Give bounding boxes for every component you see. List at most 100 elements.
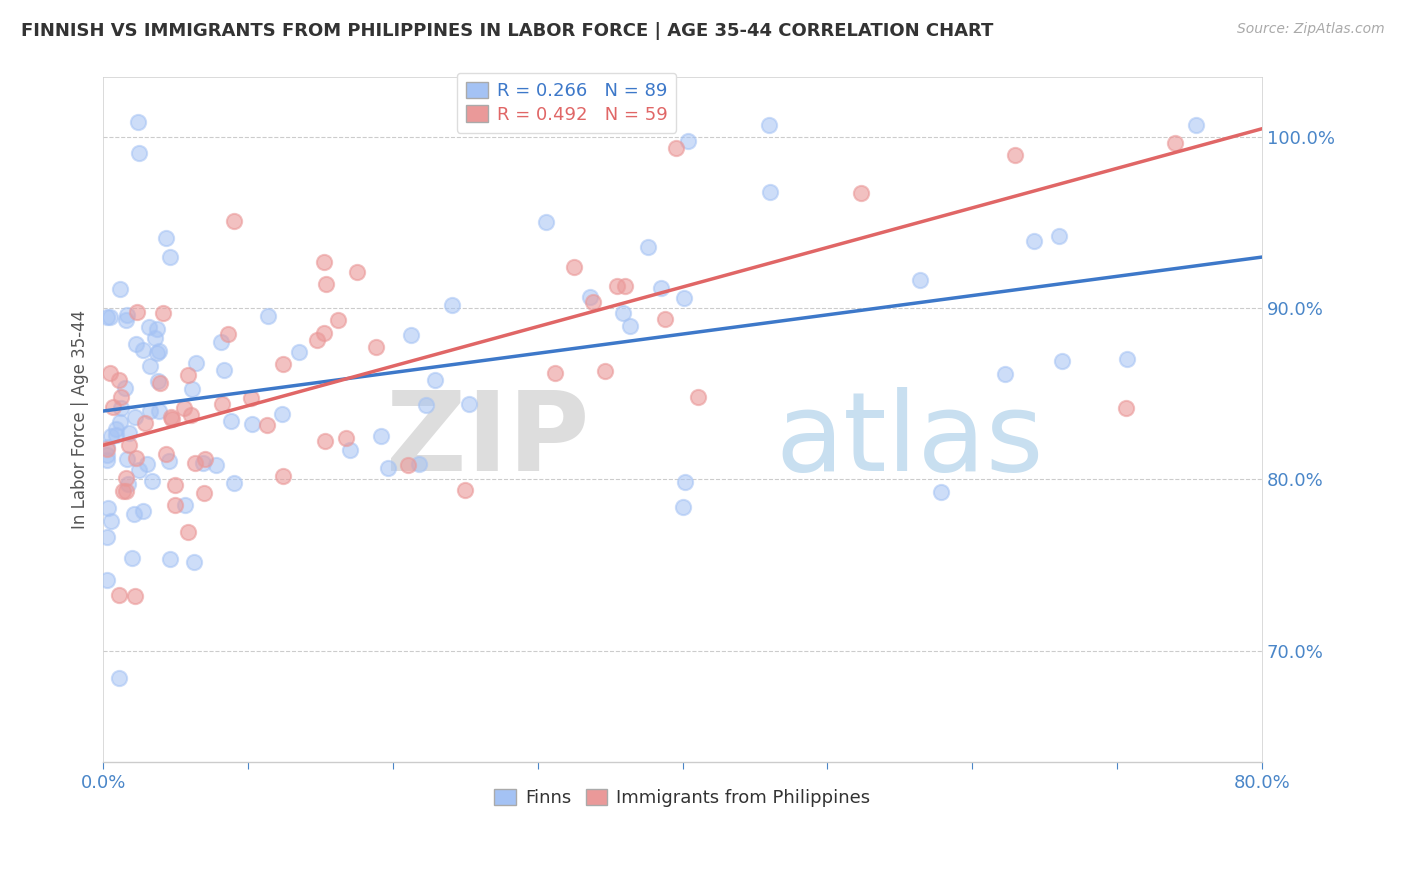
Point <box>582 294 605 309</box>
Point <box>534 215 557 229</box>
Point <box>637 240 659 254</box>
Point <box>163 498 186 512</box>
Point <box>146 374 169 388</box>
Point <box>1116 352 1139 367</box>
Point <box>124 507 146 521</box>
Point <box>115 452 138 467</box>
Point <box>103 400 125 414</box>
Point <box>180 382 202 396</box>
Point <box>454 483 477 497</box>
Point <box>676 134 699 148</box>
Point <box>339 442 361 457</box>
Point <box>256 310 278 324</box>
Point <box>105 427 128 442</box>
Point <box>1004 148 1026 162</box>
Point <box>415 398 437 412</box>
Point <box>177 368 200 382</box>
Point <box>240 417 263 432</box>
Point <box>146 322 169 336</box>
Point <box>240 391 263 405</box>
Point <box>193 486 215 500</box>
Point <box>139 359 162 374</box>
Point <box>271 469 294 483</box>
Point <box>128 463 150 477</box>
Point <box>146 346 169 360</box>
Point <box>212 363 235 377</box>
Point <box>271 357 294 371</box>
Point <box>112 483 135 498</box>
Point <box>127 304 149 318</box>
Point <box>579 290 602 304</box>
Point <box>100 428 122 442</box>
Point <box>849 186 872 201</box>
Point <box>256 418 278 433</box>
Point <box>96 442 118 456</box>
Point <box>993 367 1015 381</box>
Point <box>423 373 446 387</box>
Point <box>115 484 138 499</box>
Point <box>128 146 150 161</box>
Point <box>180 408 202 422</box>
Text: Source: ZipAtlas.com: Source: ZipAtlas.com <box>1237 22 1385 37</box>
Point <box>159 250 181 264</box>
Point <box>1050 354 1073 368</box>
Point <box>1185 118 1208 132</box>
Text: FINNISH VS IMMIGRANTS FROM PHILIPPINES IN LABOR FORCE | AGE 35-44 CORRELATION CH: FINNISH VS IMMIGRANTS FROM PHILIPPINES I… <box>21 22 994 40</box>
Point <box>108 373 131 387</box>
Point <box>96 448 118 462</box>
Point <box>138 319 160 334</box>
Point <box>543 366 565 380</box>
Point <box>173 401 195 416</box>
Point <box>118 438 141 452</box>
Text: ZIP: ZIP <box>387 386 589 493</box>
Point <box>149 376 172 390</box>
Point <box>105 422 128 436</box>
Point <box>758 118 780 132</box>
Point <box>96 452 118 467</box>
Point <box>287 345 309 359</box>
Point <box>163 478 186 492</box>
Point <box>184 456 207 470</box>
Point <box>155 231 177 245</box>
Point <box>441 298 464 312</box>
Point <box>97 501 120 516</box>
Point <box>1022 234 1045 248</box>
Point <box>96 573 118 587</box>
Point <box>100 514 122 528</box>
Point <box>186 356 208 370</box>
Point <box>125 337 148 351</box>
Point <box>1115 401 1137 415</box>
Point <box>408 457 430 471</box>
Point <box>148 404 170 418</box>
Point <box>606 278 628 293</box>
Point <box>271 407 294 421</box>
Point <box>314 434 336 448</box>
Point <box>110 401 132 415</box>
Point <box>399 328 422 343</box>
Point <box>148 344 170 359</box>
Point <box>124 409 146 424</box>
Text: atlas: atlas <box>775 386 1043 493</box>
Point <box>366 341 388 355</box>
Point <box>335 432 357 446</box>
Point <box>115 471 138 485</box>
Point <box>118 426 141 441</box>
Point <box>134 417 156 431</box>
Point <box>673 475 696 490</box>
Point <box>619 319 641 334</box>
Point <box>1164 136 1187 151</box>
Point <box>160 409 183 424</box>
Point <box>108 415 131 429</box>
Point <box>132 343 155 357</box>
Point <box>108 282 131 296</box>
Point <box>141 475 163 489</box>
Point <box>672 500 695 515</box>
Point <box>125 451 148 466</box>
Point <box>688 390 710 404</box>
Point <box>377 461 399 475</box>
Point <box>107 588 129 602</box>
Point <box>157 453 180 467</box>
Point <box>115 313 138 327</box>
Point <box>305 333 328 347</box>
Legend: Finns, Immigrants from Philippines: Finns, Immigrants from Philippines <box>488 781 877 814</box>
